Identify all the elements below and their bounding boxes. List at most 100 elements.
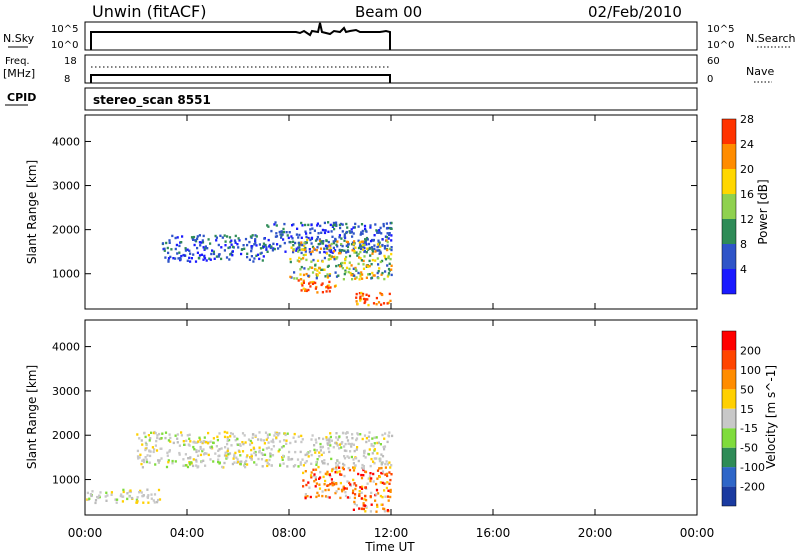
echo-cell xyxy=(142,494,145,497)
echo-cell xyxy=(238,239,241,242)
echo-cell xyxy=(267,225,270,228)
echo-cell xyxy=(309,238,312,242)
echo-cell xyxy=(91,490,94,493)
echo-cell xyxy=(157,488,161,492)
echo-cell xyxy=(249,235,252,238)
echo-cell xyxy=(314,478,317,481)
echo-cell xyxy=(233,455,236,458)
echo-cell xyxy=(316,224,319,227)
echo-cell xyxy=(304,223,307,227)
velocity-colorbar-label: Velocity [m s^-1] xyxy=(764,365,778,469)
echo-cell xyxy=(204,245,207,248)
echo-cell xyxy=(126,492,129,495)
echo-cell xyxy=(98,495,101,499)
echo-cell xyxy=(317,494,320,497)
echo-cell xyxy=(360,466,364,470)
echo-cell xyxy=(179,256,182,260)
echo-cell xyxy=(367,439,371,442)
cpid-value: stereo_scan 8551 xyxy=(93,93,211,108)
echo-cell xyxy=(386,474,389,478)
echo-cell xyxy=(371,248,374,251)
echo-cell xyxy=(376,452,379,455)
echo-cell xyxy=(336,245,339,248)
echo-cell xyxy=(352,462,355,465)
echo-cell xyxy=(156,434,159,437)
echo-cell xyxy=(352,478,355,482)
echo-cell xyxy=(327,275,330,278)
echo-cell xyxy=(292,436,295,439)
echo-cell xyxy=(335,224,338,227)
echo-cell xyxy=(221,465,224,469)
echo-cell xyxy=(141,459,144,462)
echo-cell xyxy=(180,241,183,244)
echo-cell xyxy=(196,454,200,457)
echo-cell xyxy=(371,271,374,275)
echo-cell xyxy=(161,242,165,245)
echo-cell xyxy=(233,453,236,456)
echo-cell xyxy=(184,464,187,467)
echo-cell xyxy=(361,273,364,276)
echo-cell xyxy=(353,449,356,453)
echo-cell xyxy=(361,232,364,235)
echo-cell xyxy=(293,432,296,436)
echo-cell xyxy=(203,257,207,260)
echo-cell xyxy=(223,454,227,457)
echo-cell xyxy=(348,496,351,499)
echo-cell xyxy=(390,264,393,267)
echo-cell xyxy=(354,493,357,496)
echo-cell xyxy=(383,482,386,485)
echo-cell xyxy=(336,438,339,441)
echo-cell xyxy=(353,465,357,468)
echo-cell xyxy=(129,489,132,492)
echo-cell xyxy=(205,452,208,455)
echo-cell xyxy=(321,490,324,493)
echo-cell xyxy=(171,234,174,238)
echo-cell xyxy=(354,277,357,280)
echo-cell xyxy=(244,441,247,444)
echo-cell xyxy=(304,470,307,473)
echo-cell xyxy=(352,226,355,229)
echo-cell xyxy=(192,253,195,256)
echo-cell xyxy=(386,302,389,305)
echo-cell xyxy=(307,288,310,292)
echo-cell xyxy=(245,455,248,459)
echo-cell xyxy=(243,247,246,250)
power-panel: 1000 2000 3000 4000 Slant Range [km] 4 8 12 16… xyxy=(25,113,770,310)
echo-cell xyxy=(89,493,92,496)
echo-cell xyxy=(228,236,232,239)
echo-cell xyxy=(338,447,341,450)
echo-cell xyxy=(266,436,269,439)
echo-cell xyxy=(361,485,364,488)
echo-cell xyxy=(226,436,229,439)
echo-cell xyxy=(325,239,328,243)
echo-cell xyxy=(289,275,292,279)
echo-cell xyxy=(219,234,222,237)
echo-cell xyxy=(240,248,243,251)
echo-cell xyxy=(226,449,229,453)
echo-cell xyxy=(302,464,305,467)
echo-cell xyxy=(187,443,190,446)
echo-cell xyxy=(198,257,201,260)
echo-cell xyxy=(199,440,202,444)
echo-cell xyxy=(289,257,292,261)
echo-cell xyxy=(334,471,337,474)
echo-cell xyxy=(254,450,257,454)
echo-cell xyxy=(178,444,181,447)
echo-cell xyxy=(271,454,275,457)
echo-cell xyxy=(244,465,247,469)
echo-cell xyxy=(360,491,363,494)
echo-cell xyxy=(260,452,263,455)
echo-cell xyxy=(199,447,202,450)
echo-cell xyxy=(334,239,337,243)
echo-cell xyxy=(282,227,285,231)
echo-cell xyxy=(341,441,344,444)
echo-cell xyxy=(192,445,195,449)
echo-cell xyxy=(148,449,151,452)
echo-cell xyxy=(343,239,346,242)
echo-cell xyxy=(262,245,265,248)
echo-cell xyxy=(247,438,251,441)
echo-cell xyxy=(357,472,360,476)
echo-cell xyxy=(345,449,348,453)
echo-cell xyxy=(169,436,172,440)
echo-cell xyxy=(354,487,357,491)
